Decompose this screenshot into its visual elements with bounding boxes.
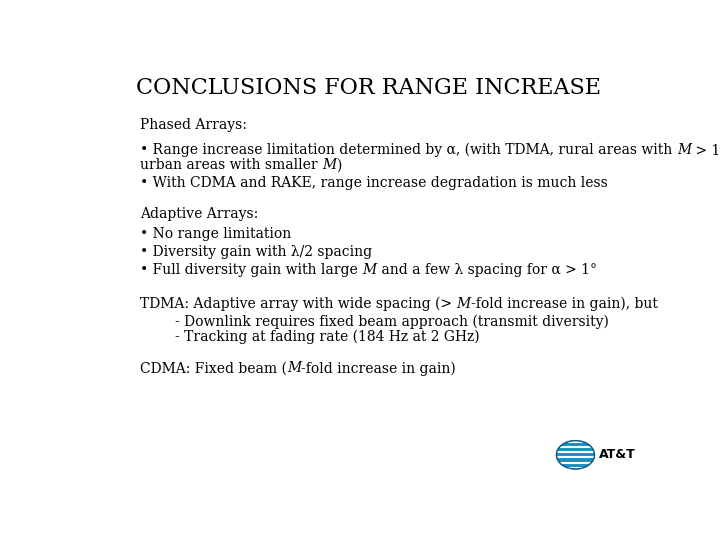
Text: CDMA: Fixed beam (: CDMA: Fixed beam ( (140, 361, 287, 375)
Text: Phased Arrays:: Phased Arrays: (140, 118, 247, 132)
Text: - Tracking at fading rate (184 Hz at 2 GHz): - Tracking at fading rate (184 Hz at 2 G… (140, 330, 480, 345)
Text: > 100,: > 100, (691, 143, 720, 157)
Text: • No range limitation: • No range limitation (140, 227, 292, 241)
Circle shape (557, 441, 595, 469)
Text: ): ) (336, 158, 342, 172)
Text: M: M (287, 361, 302, 375)
Text: M: M (677, 143, 691, 157)
Text: M: M (456, 297, 471, 311)
Text: -fold increase in gain): -fold increase in gain) (302, 361, 456, 375)
Text: M: M (362, 263, 377, 277)
Text: CONCLUSIONS FOR RANGE INCREASE: CONCLUSIONS FOR RANGE INCREASE (137, 77, 601, 99)
Text: - Downlink requires fixed beam approach (transmit diversity): - Downlink requires fixed beam approach … (140, 314, 609, 328)
Text: M: M (323, 158, 336, 172)
Text: • Diversity gain with λ/2 spacing: • Diversity gain with λ/2 spacing (140, 245, 372, 259)
Text: • Range increase limitation determined by α, (with TDMA, rural areas with: • Range increase limitation determined b… (140, 143, 677, 157)
Text: TDMA: Adaptive array with wide spacing (>: TDMA: Adaptive array with wide spacing (… (140, 296, 456, 311)
Text: Adaptive Arrays:: Adaptive Arrays: (140, 207, 258, 221)
Text: • Full diversity gain with large: • Full diversity gain with large (140, 263, 362, 277)
Text: and a few λ spacing for α > 1°: and a few λ spacing for α > 1° (377, 263, 597, 277)
Text: urban areas with smaller: urban areas with smaller (140, 158, 323, 172)
Text: AT&T: AT&T (599, 448, 636, 461)
Text: -fold increase in gain), but: -fold increase in gain), but (471, 296, 658, 311)
Text: • With CDMA and RAKE, range increase degradation is much less: • With CDMA and RAKE, range increase deg… (140, 176, 608, 190)
